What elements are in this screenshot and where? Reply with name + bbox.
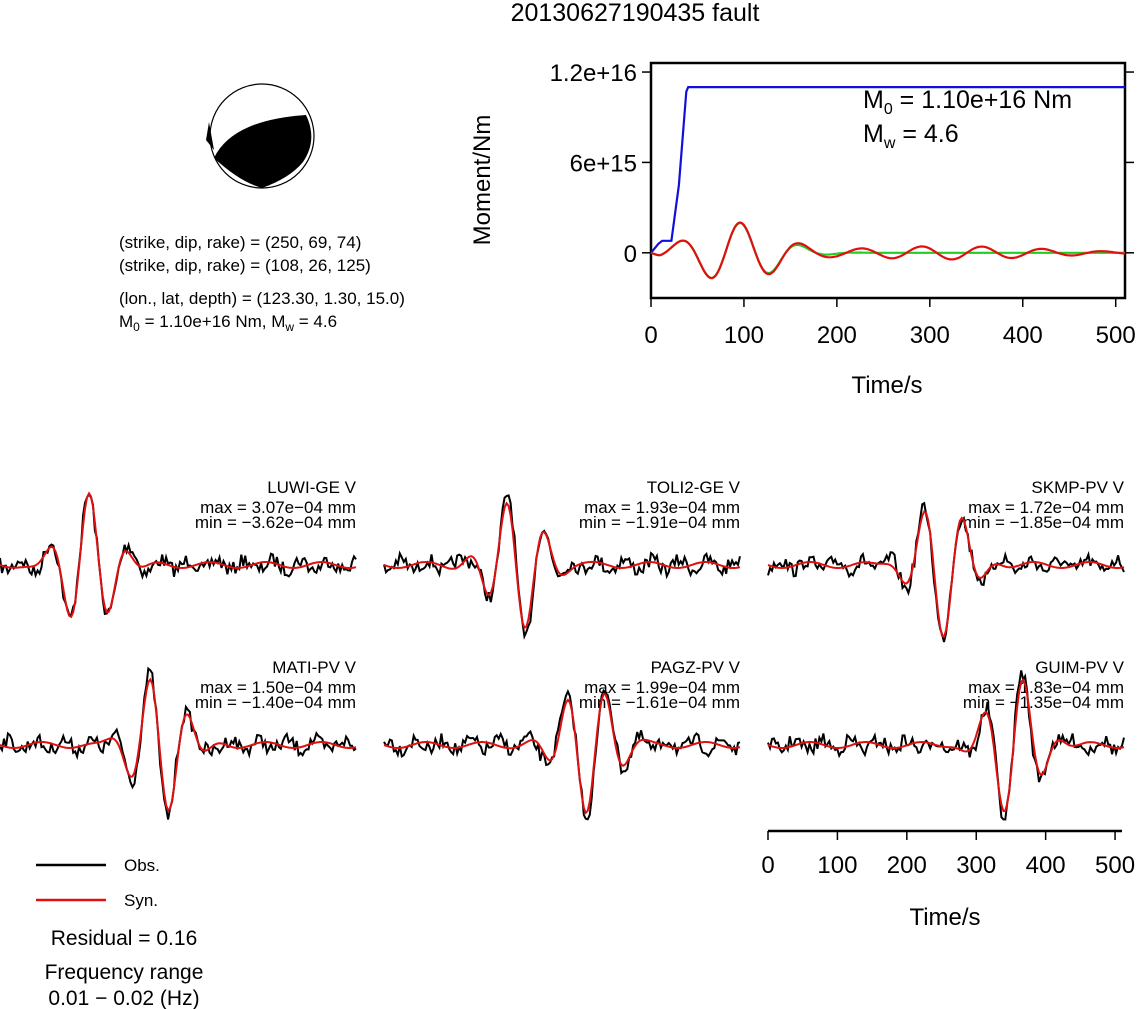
waveform-legend: Obs. Syn. (36, 856, 160, 910)
residual-text: Residual = 0.16 (51, 927, 198, 950)
synthetic-trace (767, 510, 1125, 639)
waveform-x-tick-label: 200 (887, 852, 927, 879)
moment-chart-traces (650, 86, 1126, 280)
station-max: max = 1.72e−04 mm (968, 498, 1124, 517)
moment-chart-ticks: 0 100 200 300 400 500 0 6e+15 1.2e+16 (550, 60, 1136, 349)
station-max: max = 1.93e−04 mm (584, 498, 740, 517)
mechanism-line-2: (strike, dip, rake) = (108, 26, 125) (119, 256, 371, 275)
mechanism-line-3: (lon., lat, depth) = (123.30, 1.30, 15.0… (119, 289, 405, 308)
synthetic-trace (383, 501, 741, 630)
station-name: PAGZ-PV V (651, 658, 741, 677)
mechanism-moment-line: M0 = 1.10e+16 Nm, Mw = 4.6 (119, 312, 337, 334)
legend-obs-label: Obs. (124, 856, 160, 875)
legend-syn-label: Syn. (124, 891, 158, 910)
station-min: min = −1.35e−04 mm (963, 693, 1124, 712)
station-min: min = −1.85e−04 mm (963, 513, 1124, 532)
moment-y-tick-label: 0 (624, 241, 637, 268)
waveform-x-tick-label: 0 (761, 852, 774, 879)
station-min: min = −1.61e−04 mm (579, 693, 740, 712)
moment-annotation-mw: Mw = 4.6 (863, 120, 959, 152)
station-max: max = 1.83e−04 mm (968, 678, 1124, 697)
moment-y-axis-label: Moment/Nm (469, 115, 496, 246)
station-name: LUWI-GE V (267, 478, 356, 497)
beachball-icon (206, 83, 315, 189)
station-name: TOLI2-GE V (647, 478, 741, 497)
station-min: min = −1.40e−04 mm (195, 693, 356, 712)
frequency-range-label: Frequency range (45, 961, 204, 984)
waveform-x-tick-label: 500 (1095, 852, 1135, 879)
mechanism-line-1: (strike, dip, rake) = (250, 69, 74) (119, 233, 361, 252)
station-name: GUIM-PV V (1035, 658, 1124, 677)
station-max: max = 3.07e−04 mm (200, 498, 356, 517)
synthetic-trace (0, 677, 357, 813)
moment-x-tick-label: 500 (1096, 322, 1136, 349)
figure-title: 20130627190435 fault (511, 0, 760, 27)
moment-x-tick-label: 400 (1003, 322, 1043, 349)
moment-x-tick-label: 300 (910, 322, 950, 349)
moment-annotation-m0: M0 = 1.10e+16 Nm (863, 86, 1072, 118)
moment-y-tick-label: 6e+15 (570, 150, 637, 177)
moment-x-axis-label: Time/s (851, 372, 922, 399)
synthetic-trace (767, 677, 1125, 813)
station-min: min = −1.91e−04 mm (579, 513, 740, 532)
station-min: min = −3.62e−04 mm (195, 513, 356, 532)
waveform-time-axis: 0 100 200 300 400 500 (761, 829, 1135, 879)
synthetic-trace (0, 491, 357, 619)
moment-chart-frame (649, 61, 1127, 300)
moment-y-tick-label: 1.2e+16 (550, 60, 637, 87)
frequency-range-value: 0.01 − 0.02 (Hz) (48, 987, 199, 1009)
moment-x-tick-label: 200 (817, 322, 857, 349)
moment-waveform-line (650, 221, 1126, 280)
waveform-x-axis-label: Time/s (909, 904, 980, 931)
moment-x-tick-label: 100 (724, 322, 764, 349)
station-name: MATI-PV V (272, 658, 356, 677)
waveform-x-tick-label: 300 (956, 852, 996, 879)
moment-x-tick-label: 0 (644, 322, 657, 349)
moment-series-line (650, 86, 1125, 254)
waveform-x-tick-label: 400 (1026, 852, 1066, 879)
station-max: max = 1.50e−04 mm (200, 678, 356, 697)
station-max: max = 1.99e−04 mm (584, 678, 740, 697)
synthetic-trace (383, 693, 741, 815)
waveform-x-tick-label: 100 (817, 852, 857, 879)
station-name: SKMP-PV V (1031, 478, 1124, 497)
